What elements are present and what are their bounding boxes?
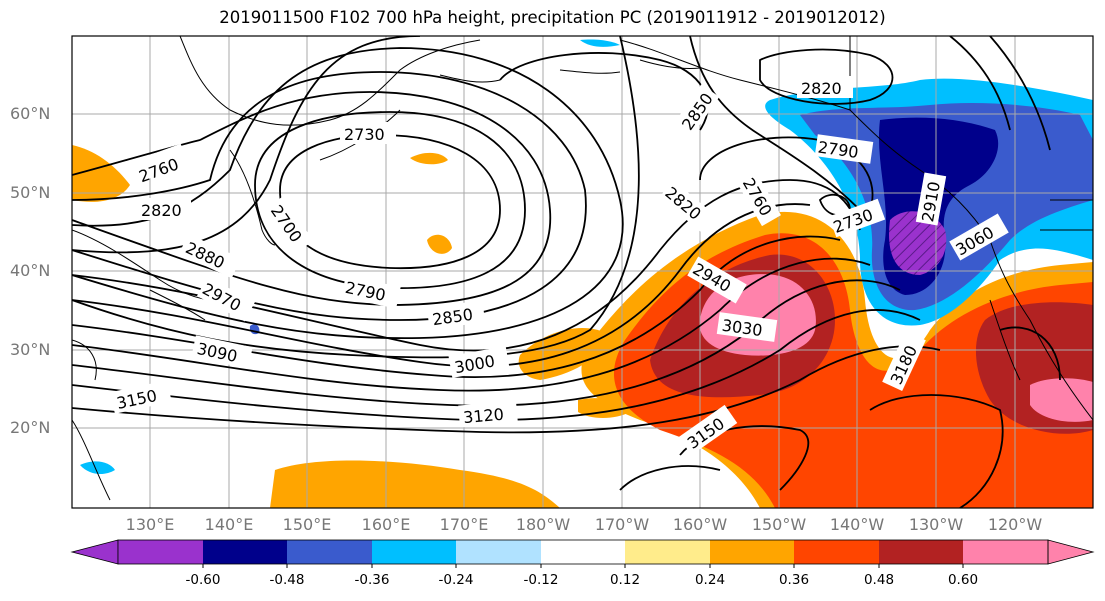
longitude-label: 120°W — [987, 515, 1043, 534]
longitude-label: 160°W — [672, 515, 728, 534]
colorbar-tick-label: -0.36 — [354, 572, 390, 588]
colorbar-tick-label: -0.48 — [269, 572, 305, 588]
longitude-label: 160°E — [361, 515, 411, 534]
map-title: 2019011500 F102 700 hPa height, precipit… — [219, 8, 886, 27]
contour-label: 2730 — [344, 125, 385, 144]
height-contours — [72, 36, 1061, 508]
colorbar-tick-label: 0.48 — [863, 572, 895, 588]
latitude-label: 30°N — [10, 340, 51, 359]
longitude-label: 170°W — [594, 515, 650, 534]
contour-label: 3120 — [462, 405, 504, 427]
colorbar-low-extension — [70, 539, 119, 565]
longitude-label: 150°E — [282, 515, 332, 534]
colorbar-tick-label: 0.60 — [947, 572, 979, 588]
latitude-label: 60°N — [10, 104, 51, 123]
longitude-label: 130°W — [908, 515, 964, 534]
longitude-label: 130°E — [125, 515, 175, 534]
colorbar-tick-label: -0.24 — [438, 572, 474, 588]
colorbar-high-extension — [1047, 539, 1095, 565]
colorbar-tick-label: 0.24 — [694, 572, 726, 588]
contour-label: 2820 — [801, 79, 842, 98]
colorbar — [70, 539, 1095, 568]
colorbar-tick-label: -0.12 — [523, 572, 559, 588]
graticule — [72, 36, 1093, 508]
latitude-label: 50°N — [10, 183, 51, 202]
colorbar-tick-label: 0.12 — [609, 572, 641, 588]
latitude-label: 40°N — [10, 261, 51, 280]
contour-label: 2820 — [141, 201, 182, 220]
longitude-label: 150°W — [751, 515, 807, 534]
longitude-label: 170°E — [439, 515, 489, 534]
colorbar-tick-label: 0.36 — [778, 572, 810, 588]
longitude-label: 180°W — [515, 515, 571, 534]
colorbar-tick-label: -0.60 — [185, 572, 221, 588]
longitude-label: 140°W — [829, 515, 885, 534]
contour-label-group: 2730 2760 2790 2820 2820 2820 2850 2850 … — [110, 76, 1009, 456]
latitude-label: 20°N — [10, 418, 51, 437]
map-frame — [71, 35, 1094, 509]
longitude-label: 140°E — [204, 515, 254, 534]
